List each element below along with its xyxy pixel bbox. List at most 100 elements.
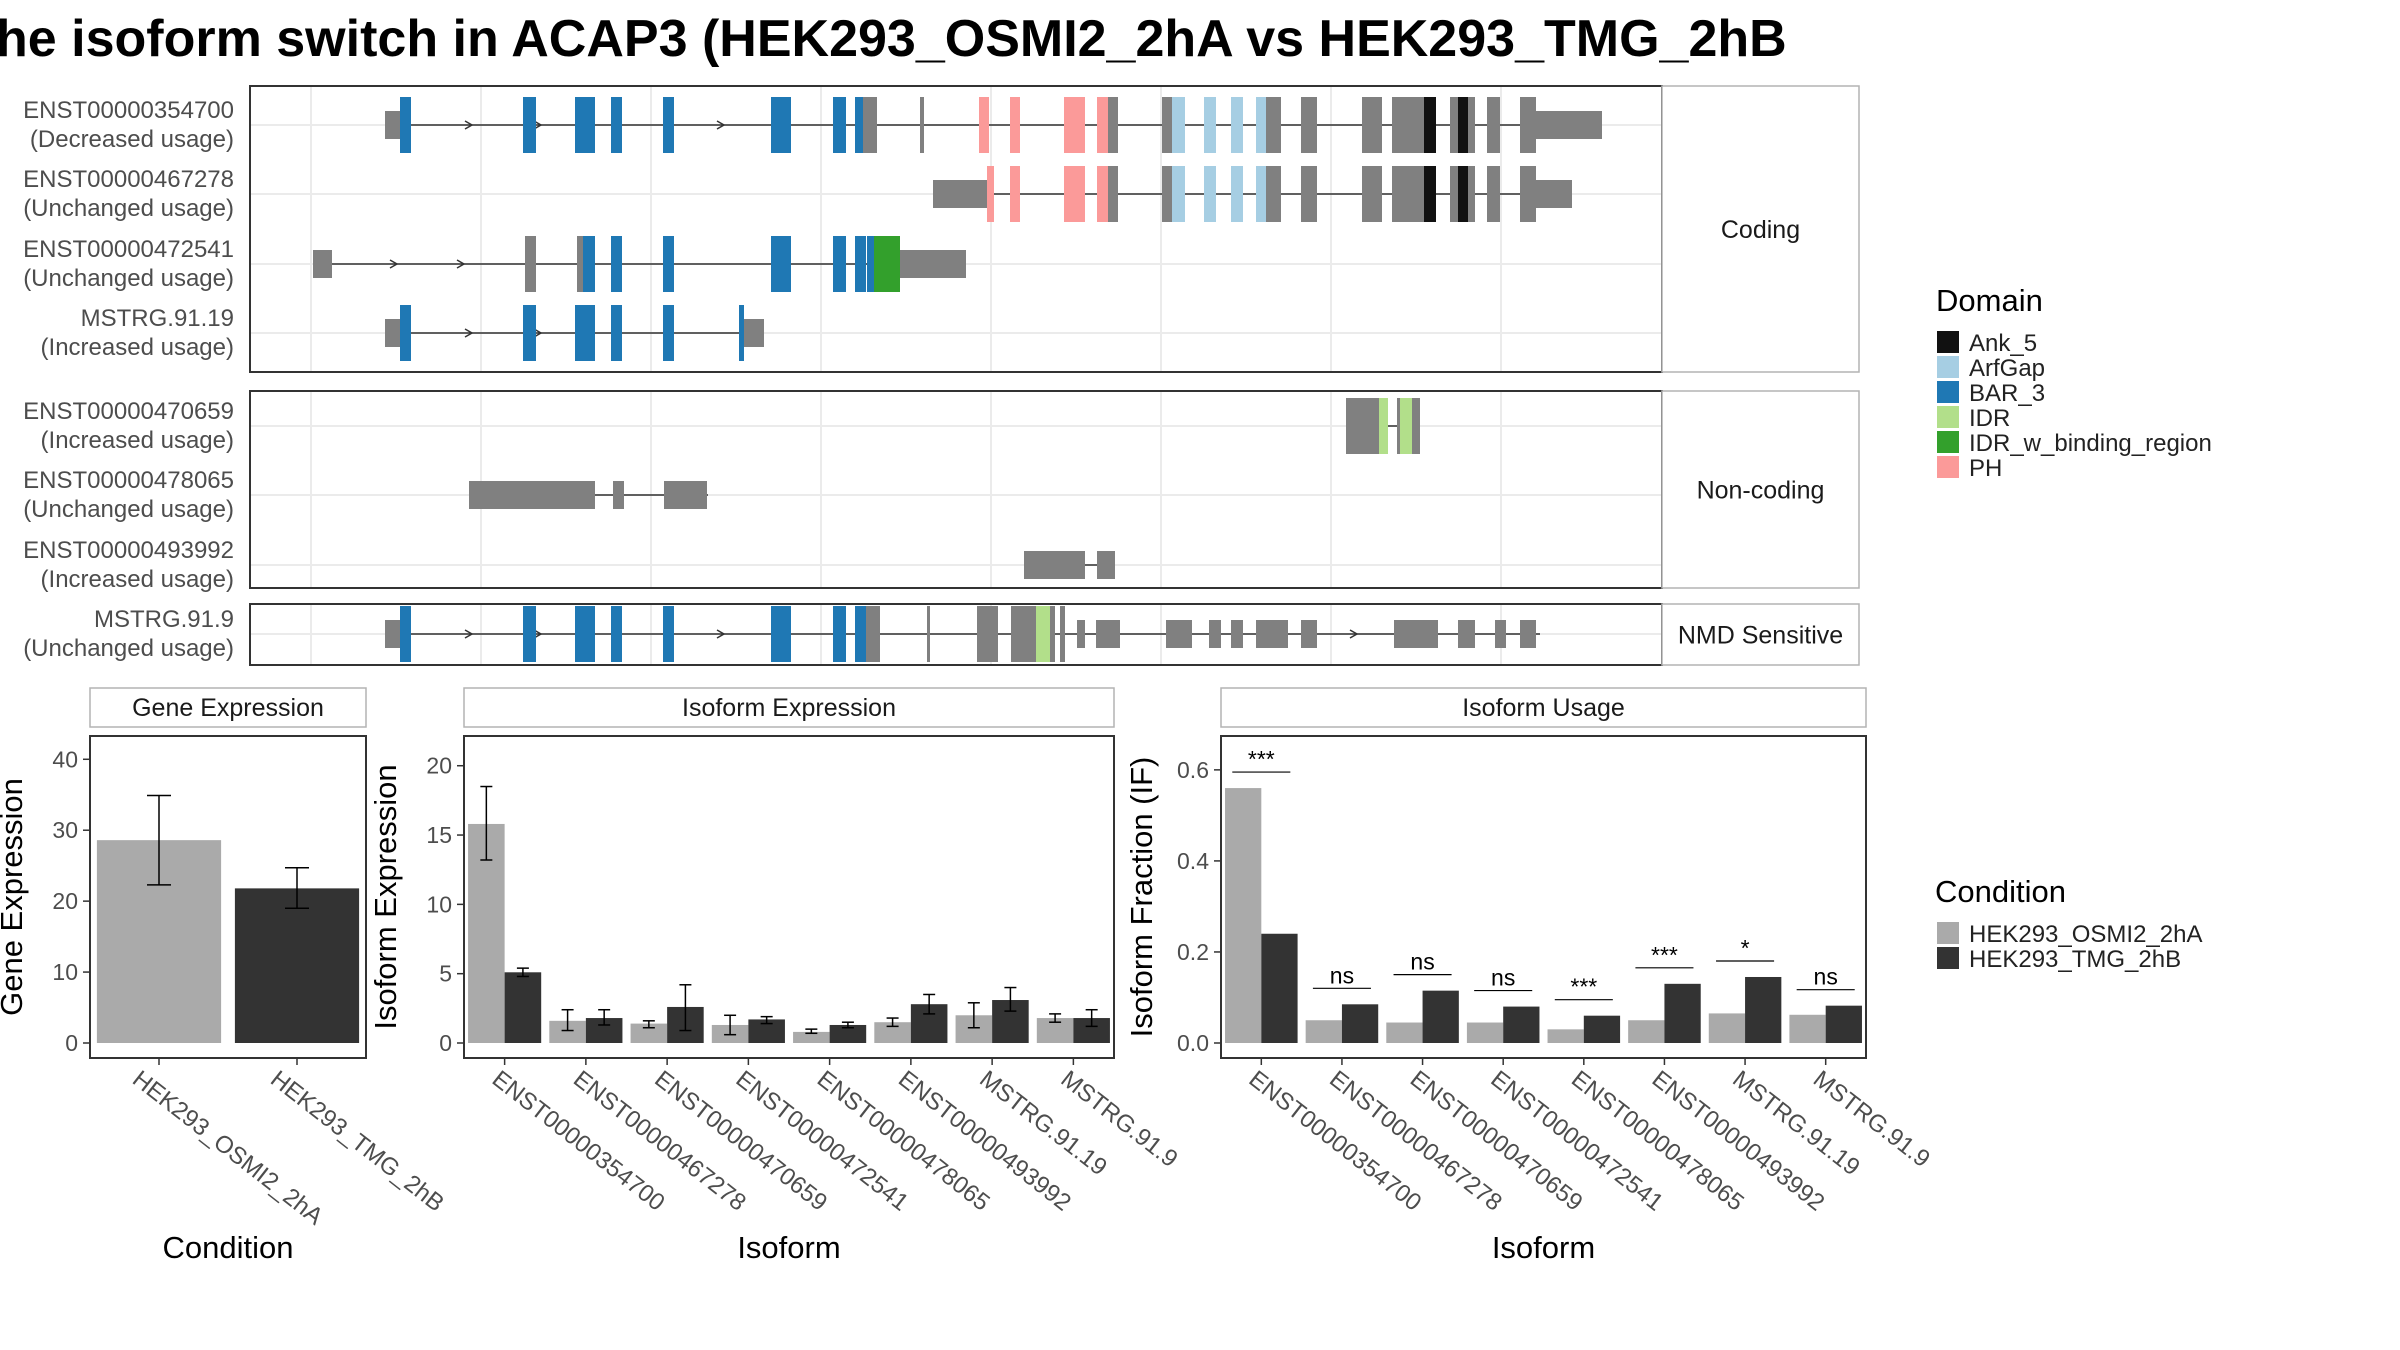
- exon-block: [575, 305, 595, 361]
- bar: [549, 1020, 586, 1043]
- exon-block: [1392, 97, 1424, 153]
- exon-block: [613, 481, 624, 509]
- exon-block: [1397, 398, 1400, 454]
- isoform-label: ENST00000470659: [23, 398, 234, 425]
- legend-label-bar3: BAR_3: [1969, 380, 2045, 407]
- legend-label-ank5: Ank_5: [1969, 330, 2037, 357]
- exon-block: [385, 111, 400, 139]
- exon-block: [1458, 166, 1468, 222]
- exon-block: [833, 97, 846, 153]
- exon-block: [771, 606, 791, 662]
- isoform-usage-label: (Unchanged usage): [23, 195, 234, 222]
- bar: [1708, 1013, 1746, 1043]
- exon-block: [663, 97, 674, 153]
- exon-block: [385, 319, 400, 347]
- bar: [829, 1024, 867, 1043]
- bar: [1503, 1006, 1540, 1043]
- bar: [1745, 976, 1782, 1043]
- exon-block: [1450, 166, 1458, 222]
- bar: [1305, 1020, 1342, 1043]
- exon-block: [1108, 166, 1118, 222]
- facet-strip: [1220, 687, 1867, 728]
- exon-block: [1064, 166, 1085, 222]
- bar: [793, 1031, 830, 1043]
- exon-block: [739, 305, 744, 361]
- exon-block: [525, 236, 536, 292]
- bar-chart-0: Gene Expression 0 10 20 30 40 Gene Expression C…: [0, 687, 449, 1265]
- structure-strip: [1661, 390, 1860, 589]
- exon-block: [866, 606, 880, 662]
- exon-block: [1346, 398, 1379, 454]
- intron-arrow: [533, 328, 543, 338]
- isoform-label: ENST00000354700: [23, 97, 234, 124]
- exon-block: [900, 250, 966, 278]
- bar: [1261, 933, 1298, 1043]
- legend-label-cond-a: HEK293_OSMI2_2hA: [1969, 921, 2202, 948]
- exon-block: [1450, 97, 1458, 153]
- exon-block: [874, 236, 900, 292]
- exon-block: [1487, 97, 1500, 153]
- transcript-track: [1346, 398, 1420, 454]
- domain-legend-title: Domain: [1936, 283, 2043, 318]
- legend-key-idr-binding: [1937, 431, 1959, 453]
- exon-block: [1010, 97, 1020, 153]
- transcript-track: [385, 305, 764, 361]
- exon-block: [977, 606, 998, 662]
- bar: [1664, 983, 1701, 1043]
- isoform-usage-label: (Increased usage): [41, 566, 234, 593]
- exon-block: [1536, 111, 1602, 139]
- exon-block: [1392, 166, 1424, 222]
- y-tick-label: 0.0: [1177, 1030, 1209, 1056]
- significance-label: ***: [1248, 746, 1275, 772]
- exon-block: [1266, 166, 1281, 222]
- exon-block: [1400, 398, 1412, 454]
- exon-block: [313, 250, 332, 278]
- exon-block: [1097, 551, 1115, 579]
- isoform-usage-label: (Unchanged usage): [23, 496, 234, 523]
- exon-block: [611, 97, 622, 153]
- isoform-label: MSTRG.91.9: [94, 606, 234, 633]
- bar: [1466, 1022, 1504, 1043]
- legend-label-arfgap: ArfGap: [1969, 355, 2045, 382]
- exon-block: [400, 305, 411, 361]
- y-tick-label: 0: [65, 1030, 78, 1056]
- isoform-label: ENST00000478065: [23, 467, 234, 494]
- transcript-track: [469, 481, 708, 509]
- structure-strip-label: Non-coding: [1697, 477, 1825, 505]
- intron-arrow: [456, 259, 466, 269]
- legend-key-arfgap: [1937, 356, 1959, 378]
- exon-block: [523, 305, 536, 361]
- bar: [504, 972, 542, 1043]
- exon-block: [744, 319, 764, 347]
- y-tick-label: 0: [439, 1030, 452, 1056]
- x-axis-label: Isoform: [737, 1230, 840, 1265]
- facet-strip: [89, 687, 367, 728]
- facet-title: Gene Expression: [132, 694, 324, 722]
- condition-legend: Condition HEK293_OSMI2_2hA HEK293_TMG_2h…: [1935, 874, 2202, 973]
- exon-block: [611, 305, 622, 361]
- bar: [1341, 1004, 1379, 1043]
- exon-block: [523, 606, 536, 662]
- intron-arrow: [464, 120, 474, 130]
- legend-label-ph: PH: [1969, 455, 2002, 482]
- legend-label-cond-b: HEK293_TMG_2hB: [1969, 946, 2181, 973]
- y-axis-label: Isoform Fraction (IF): [1124, 757, 1159, 1038]
- bar-chart-1: Isoform Expression 0 5 10 15 20 Isoform Expres…: [368, 687, 1183, 1265]
- y-tick-label: 0.2: [1177, 939, 1209, 965]
- intron-arrow: [389, 259, 399, 269]
- y-tick-label: 30: [52, 817, 78, 843]
- significance-label: ns: [1330, 962, 1354, 988]
- x-axis-label: Condition: [163, 1230, 294, 1265]
- structure-strip: [1661, 603, 1860, 666]
- exon-block: [1064, 97, 1085, 153]
- transcript-track: [385, 606, 1540, 662]
- legend-label-idr-binding: IDR_w_binding_region: [1969, 430, 2212, 457]
- exon-block: [664, 481, 707, 509]
- bar: [1628, 1020, 1665, 1043]
- exon-block: [1097, 97, 1108, 153]
- exon-block: [833, 236, 846, 292]
- exon-block: [1256, 620, 1288, 648]
- exon-block: [1036, 606, 1050, 662]
- exon-block: [1301, 97, 1317, 153]
- domain-legend: Domain Ank_5 ArfGap BAR_3 IDR IDR_w_bind…: [1936, 283, 2212, 482]
